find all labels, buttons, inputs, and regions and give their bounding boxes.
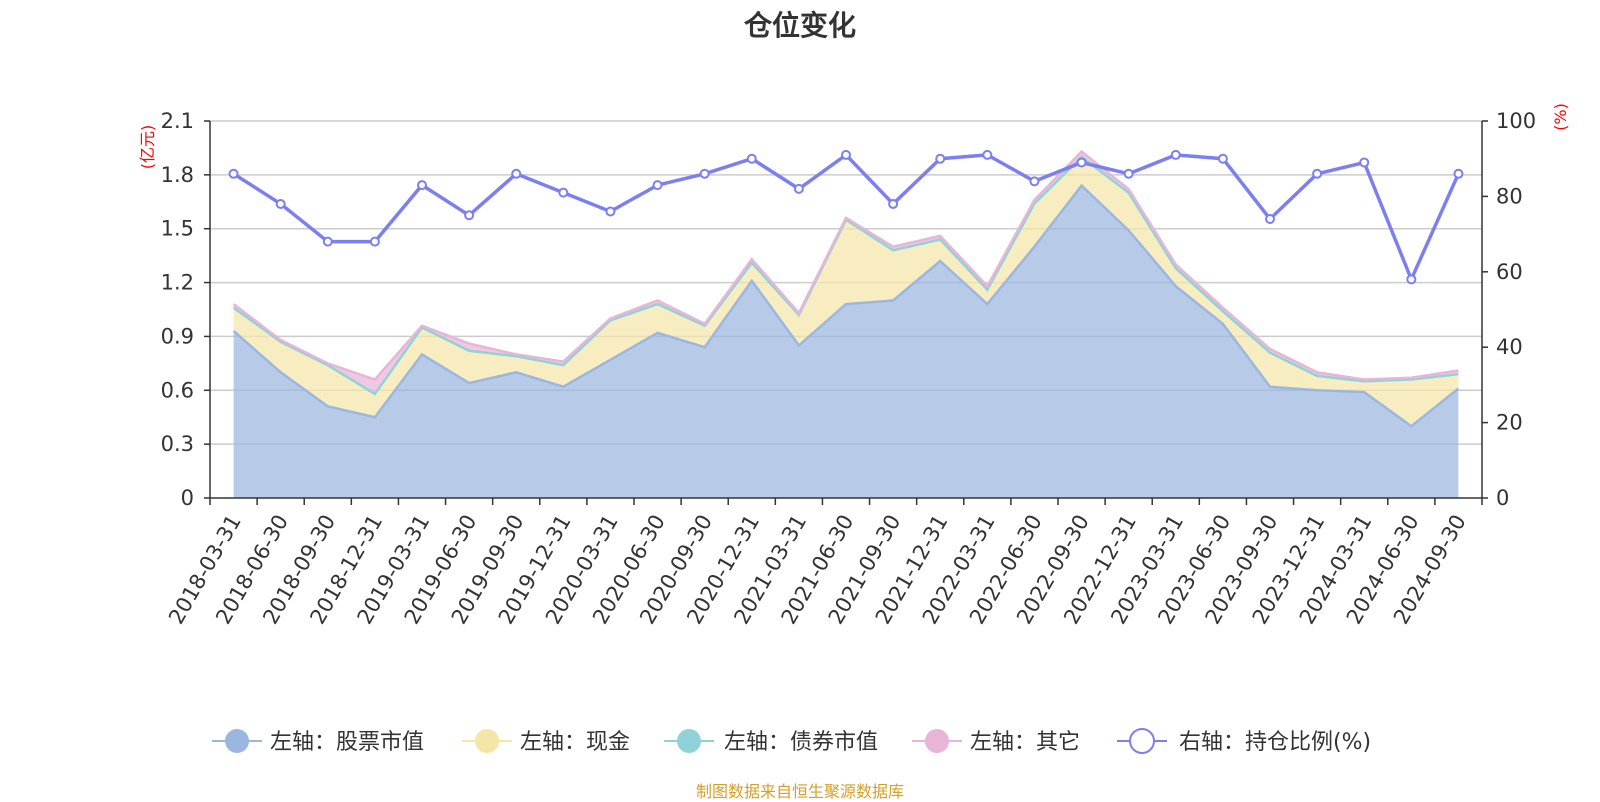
area-左轴：股票市值 <box>233 185 1459 498</box>
ratio-point <box>982 149 993 160</box>
ratio-point <box>793 183 804 194</box>
ratio-point <box>322 236 333 247</box>
ratio-point <box>935 153 946 164</box>
left-axis-tick-label: 2.1 <box>161 109 194 133</box>
legend: 左轴：股票市值 左轴：现金 左轴：债券市值 左轴：其它 右轴：持仓比例(%) <box>212 728 1371 755</box>
right-axis-tick-label: 0 <box>1496 486 1509 510</box>
data-source-note: 制图数据来自恒生聚源数据库 <box>695 782 904 801</box>
line-左轴：股票市值 <box>232 183 1460 428</box>
ratio-point <box>464 210 475 221</box>
right-axis-tick-label: 100 <box>1496 109 1536 133</box>
ratio-point <box>1217 153 1228 164</box>
right-axis-unit: (%) <box>1551 103 1570 131</box>
right-axis-tick-label: 40 <box>1496 335 1523 359</box>
legend-label: 左轴：其它 <box>970 730 1080 755</box>
legend-marker <box>475 729 499 753</box>
chart-title: 仓位变化 <box>743 9 856 42</box>
right-axis-tick-label: 60 <box>1496 260 1523 284</box>
ratio-point <box>1453 168 1464 179</box>
ratio-point <box>1359 157 1370 168</box>
ratio-point <box>1170 149 1181 160</box>
left-axis-tick-label: 1.5 <box>161 217 194 241</box>
left-axis-tick-label: 0 <box>181 486 194 510</box>
left-axis-tick-label: 1.8 <box>161 163 194 187</box>
legend-marker <box>1129 728 1155 754</box>
ratio-point <box>1265 214 1275 225</box>
ratio-point <box>888 198 899 209</box>
legend-marker <box>677 729 701 753</box>
legend-label: 右轴：持仓比例(%) <box>1179 730 1371 755</box>
ratio-point <box>417 180 427 191</box>
ratio-point <box>1123 168 1134 179</box>
left-axis-tick-label: 0.3 <box>161 432 194 456</box>
area-layers <box>233 151 1459 498</box>
ratio-markers <box>228 149 1464 285</box>
legend-label: 左轴：股票市值 <box>270 730 424 755</box>
left-axis-unit: (亿元) <box>138 125 157 170</box>
ratio-point <box>1312 168 1323 179</box>
ratio-point <box>1029 176 1040 187</box>
ratio-point <box>652 180 663 191</box>
left-axis-tick-label: 1.2 <box>161 271 194 295</box>
ratio-point <box>605 206 616 217</box>
ratio-point <box>275 198 286 209</box>
ratio-point <box>511 168 522 179</box>
line-左轴：其它 <box>232 149 1459 381</box>
legend-marker <box>225 729 249 753</box>
left-axis-tick-label: 0.6 <box>161 378 194 402</box>
ratio-point <box>558 187 569 198</box>
right-axis-tick-label: 80 <box>1496 184 1523 208</box>
ratio-point <box>369 236 380 247</box>
legend-label: 左轴：债券市值 <box>724 730 878 755</box>
ratio-point <box>1076 157 1087 168</box>
ratio-point <box>841 149 851 160</box>
ratio-point <box>746 153 757 164</box>
ratio-point <box>228 168 239 179</box>
legend-marker <box>925 729 949 753</box>
ratio-point <box>699 168 710 179</box>
legend-label: 左轴：现金 <box>520 730 630 755</box>
right-axis-tick-label: 20 <box>1496 411 1523 435</box>
ratio-point <box>1406 274 1417 285</box>
area-左轴：现金 <box>233 156 1459 427</box>
left-axis-tick-label: 0.9 <box>161 324 194 348</box>
